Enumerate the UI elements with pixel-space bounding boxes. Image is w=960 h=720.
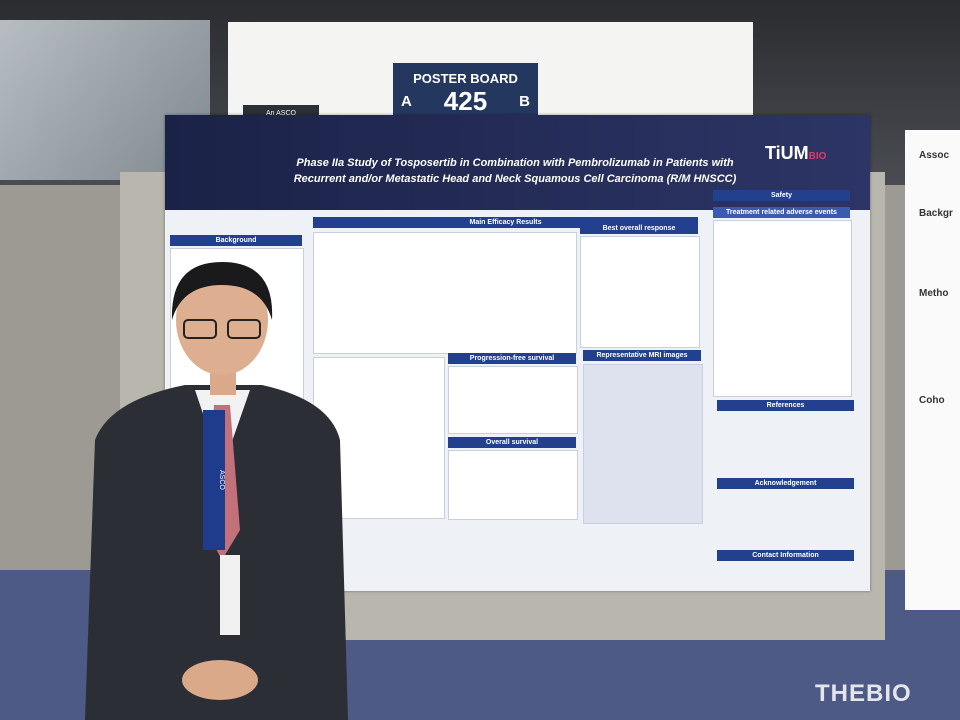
section-header: Background <box>170 235 302 246</box>
side-text: Backgr <box>919 208 953 219</box>
section-header: Best overall response <box>580 223 698 234</box>
section-header: Main Efficacy Results <box>313 217 698 228</box>
logo-sub: BIO <box>808 151 827 162</box>
glasses <box>227 319 261 339</box>
hands <box>182 660 258 700</box>
mri-panel <box>583 364 703 524</box>
section-header: Overall survival <box>448 437 576 448</box>
sign-number: 425 <box>443 86 488 116</box>
panel <box>448 450 578 520</box>
lanyard: ASCO <box>203 410 225 550</box>
side-text: Metho <box>919 288 949 299</box>
side-text: Coho <box>919 395 945 406</box>
panel <box>580 236 700 348</box>
sign-heading: POSTER BOARD <box>413 71 518 86</box>
sign-side-a: A <box>401 93 412 110</box>
logo: TiUMBIO <box>765 143 826 164</box>
panel <box>313 232 577 354</box>
poster-title: Recurrent and/or Metastatic Head and Nec… <box>293 173 737 185</box>
logo-main: TiUM <box>765 143 809 163</box>
poster: Phase IIa Study of Tosposertib in Combin… <box>165 115 870 591</box>
panel <box>448 366 578 434</box>
section-header: Representative MRI images <box>583 350 701 361</box>
section-header: Contact Information <box>717 550 854 561</box>
section-header: Acknowledgement <box>717 478 854 489</box>
badge <box>220 555 240 635</box>
poster-board-sign: POSTER BOARD 425 A B <box>393 63 538 121</box>
suit <box>85 385 348 720</box>
sign-side-b: B <box>519 93 530 110</box>
section-header: Safety <box>713 190 850 201</box>
face <box>176 265 268 375</box>
section-header: Progression-free survival <box>448 353 576 364</box>
panel <box>713 220 852 397</box>
side-text: Assoc <box>919 150 950 161</box>
glasses <box>183 319 217 339</box>
poster-title: Phase IIa Study of Tosposertib in Combin… <box>296 157 734 169</box>
side-poster: Assoc Backgr Metho Coho <box>905 130 960 610</box>
section-header: References <box>717 400 854 411</box>
hair <box>171 262 273 320</box>
watermark: THEBIO <box>815 680 912 707</box>
